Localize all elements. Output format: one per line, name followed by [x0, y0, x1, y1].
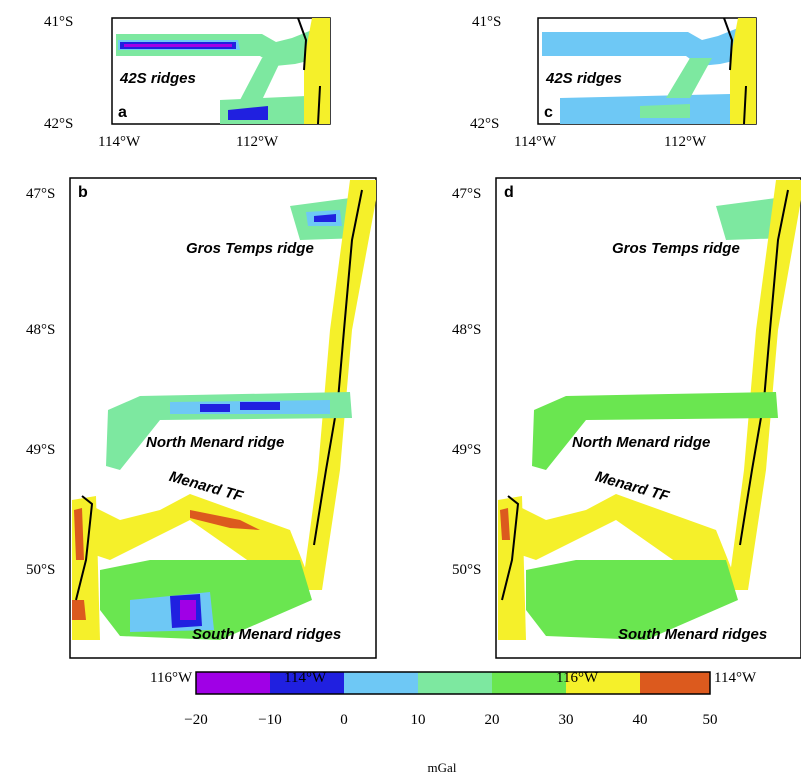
y-tick-label: 41°S: [472, 14, 502, 30]
x-tick-label: 114°W: [284, 670, 327, 686]
place-label: 42S ridges: [546, 70, 622, 87]
y-tick-label: 48°S: [26, 322, 56, 338]
y-tick-label: 47°S: [452, 186, 482, 202]
y-tick-label: 42°S: [44, 116, 74, 132]
y-tick-label: 50°S: [452, 562, 482, 578]
x-tick-label: 112°W: [664, 134, 707, 150]
panel-letter: c: [544, 104, 553, 121]
x-tick-label: 116°W: [150, 670, 193, 686]
x-tick-label: 114°W: [714, 670, 757, 686]
colorbar-segment: [196, 672, 270, 694]
panel-letter: a: [118, 104, 127, 121]
place-label: North Menard ridge: [146, 434, 285, 451]
y-tick-label: 48°S: [452, 322, 482, 338]
panel-letter: d: [504, 184, 514, 201]
x-tick-label: 114°W: [514, 134, 557, 150]
x-tick-label: 114°W: [98, 134, 141, 150]
colorbar-tick-label: −10: [258, 712, 282, 728]
colorbar-tick-label: 0: [340, 712, 348, 728]
panel-letter: b: [78, 184, 88, 201]
y-tick-label: 49°S: [452, 442, 482, 458]
y-tick-label: 41°S: [44, 14, 74, 30]
place-label: 42S ridges: [120, 70, 196, 87]
colorbar-tick-label: 10: [410, 712, 426, 728]
colorbar-segment: [418, 672, 492, 694]
colorbar-segment: [492, 672, 566, 694]
place-label: South Menard ridges: [192, 626, 342, 643]
place-label: North Menard ridge: [572, 434, 711, 451]
place-label: Gros Temps ridge: [186, 240, 314, 257]
y-tick-label: 50°S: [26, 562, 56, 578]
y-tick-label: 49°S: [26, 442, 56, 458]
colorbar-tick-label: 20: [484, 712, 500, 728]
panel-b: [69, 177, 377, 659]
colorbar-tick-label: −20: [184, 712, 208, 728]
colorbar-tick-label: 40: [632, 712, 648, 728]
x-tick-label: 112°W: [236, 134, 279, 150]
place-label: South Menard ridges: [618, 626, 768, 643]
colorbar: [195, 671, 711, 695]
panel-c: [537, 17, 757, 125]
colorbar-tick-label: 50: [702, 712, 718, 728]
panel-a: [111, 17, 331, 125]
colorbar-segment: [566, 672, 640, 694]
colorbar-segment: [270, 672, 344, 694]
panel-d: [495, 177, 801, 659]
colorbar-segment: [344, 672, 418, 694]
colorbar-tick-label: 30: [558, 712, 574, 728]
y-tick-label: 42°S: [470, 116, 500, 132]
y-tick-label: 47°S: [26, 186, 56, 202]
colorbar-unit-label: mGal: [427, 760, 457, 775]
place-label: Gros Temps ridge: [612, 240, 740, 257]
x-tick-label: 116°W: [556, 670, 599, 686]
colorbar-segment: [640, 672, 710, 694]
